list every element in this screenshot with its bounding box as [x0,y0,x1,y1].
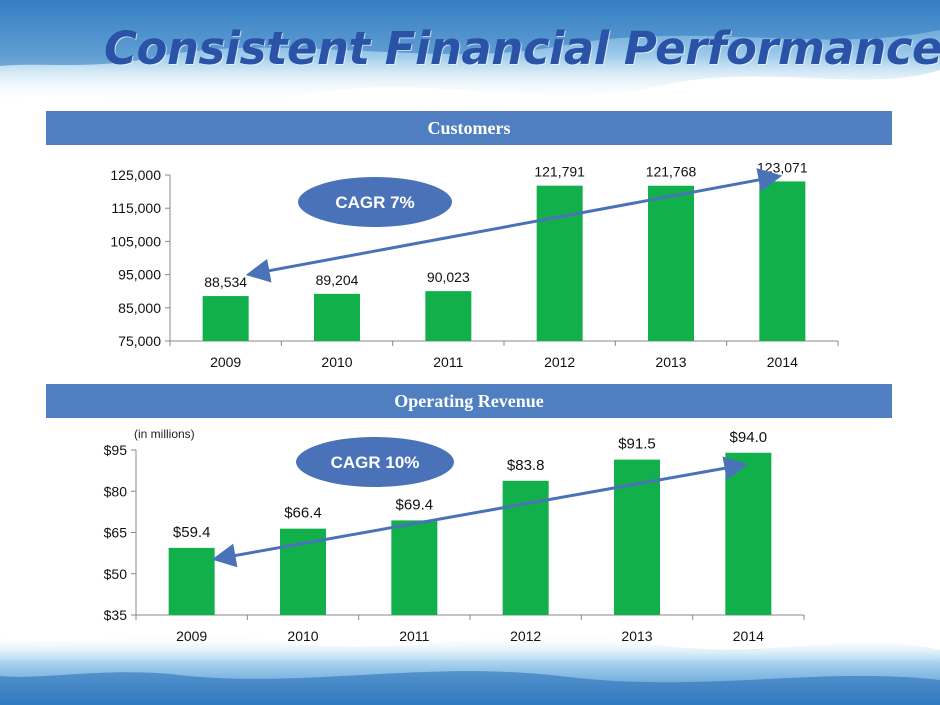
cagr-badge [294,435,456,489]
x-tick-label-2013: 2013 [621,628,652,644]
y-tick-label: $80 [104,483,128,499]
x-tick-label-2012: 2012 [544,354,575,370]
y-tick-label: $50 [104,566,128,582]
cagr-label: CAGR 7% [335,193,414,212]
y-tick-label: 105,000 [110,233,161,249]
y-tick-label: $95 [104,442,128,458]
x-tick-label-2011: 2011 [433,354,463,370]
x-tick-label-2013: 2013 [655,354,686,370]
revenue-header-band: Operating Revenue [46,384,892,418]
x-tick-label-2010: 2010 [287,628,318,644]
cagr-badge [296,175,454,229]
trend-arrow [211,456,749,568]
y-tick-label: 125,000 [110,167,161,183]
bar-2010 [314,293,360,341]
bar-2009 [202,296,249,341]
y-tick-label: 85,000 [118,300,161,316]
bar-2011 [425,291,472,341]
x-tick-label-2009: 2009 [176,628,207,644]
y-tick-label: 95,000 [118,267,161,283]
data-label-2010: $66.4 [284,505,322,522]
y-tick-label: 75,000 [118,333,161,349]
bar-2011 [391,520,438,615]
y-tick-label: $65 [104,525,128,541]
slide-title: Consistent Financial Performance [104,22,940,75]
data-label-2013: $91.5 [618,436,656,453]
bar-2009 [168,547,215,615]
x-tick-label-2011: 2011 [399,628,429,644]
x-tick-label-2010: 2010 [321,354,352,370]
customers-header-band: Customers [46,111,892,145]
data-label-2009: $59.4 [173,524,211,541]
cagr-label: CAGR 10% [331,453,420,472]
data-label-2012: $83.8 [507,457,545,474]
y-tick-label: $35 [104,607,128,623]
unit-note: (in millions) [134,427,195,441]
x-tick-label-2014: 2014 [767,354,798,370]
bar-2014 [725,452,772,615]
trend-arrow [245,168,783,283]
y-tick-label: 115,000 [111,200,161,216]
data-label-2009: 88,534 [204,274,247,290]
x-tick-label-2014: 2014 [733,628,764,644]
x-tick-label-2009: 2009 [210,354,241,370]
data-label-2011: $69.4 [396,496,434,513]
x-tick-label-2012: 2012 [510,628,541,644]
data-label-2014: $94.0 [730,429,768,446]
